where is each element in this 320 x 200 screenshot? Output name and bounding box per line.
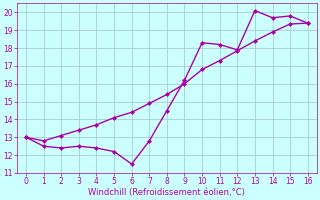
- X-axis label: Windchill (Refroidissement éolien,°C): Windchill (Refroidissement éolien,°C): [88, 188, 245, 197]
